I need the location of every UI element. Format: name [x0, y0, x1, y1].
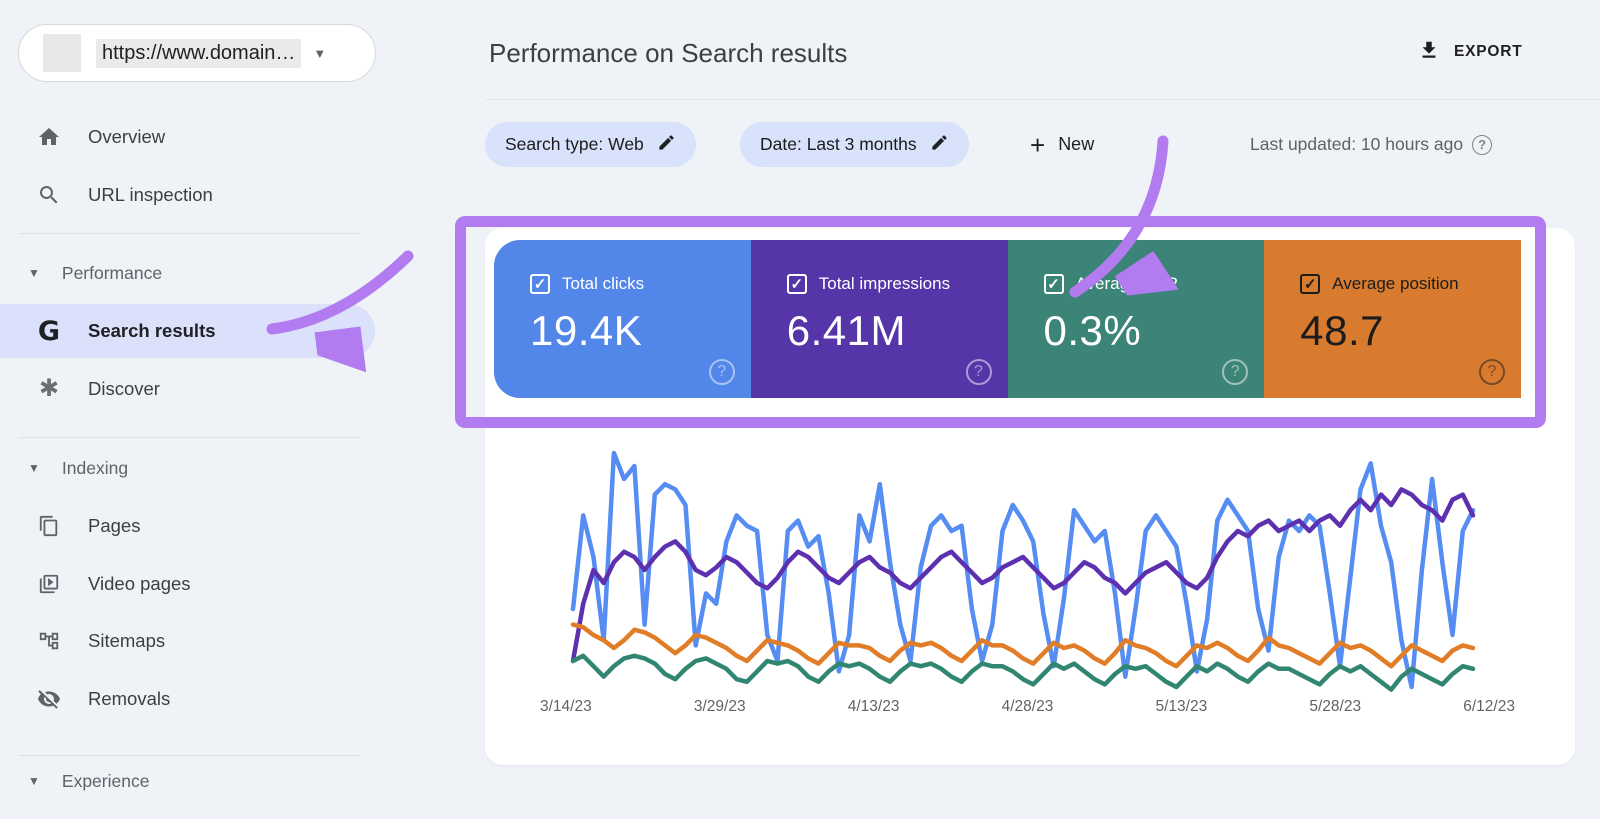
metric-value: 48.7 [1300, 307, 1384, 354]
sidebar-divider [18, 437, 360, 438]
metric-card-total-clicks[interactable]: ✓ Total clicks 19.4K ? [494, 240, 751, 398]
sidebar-item-discover[interactable]: ✱ Discover [38, 375, 160, 402]
google-g-icon: G [37, 315, 61, 347]
series-total-impressions [570, 487, 1476, 664]
help-icon[interactable]: ? [1472, 134, 1493, 155]
plus-icon: + [1030, 129, 1046, 160]
last-updated: Last updated: 10 hours ago ? [1250, 122, 1493, 167]
new-filter-button[interactable]: + New [1030, 129, 1095, 160]
home-icon [37, 125, 61, 149]
metric-card-average-position[interactable]: ✓ Average position 48.7 ? [1264, 240, 1521, 398]
metric-value: 6.41M [786, 307, 906, 354]
sidebar-divider [18, 233, 360, 234]
x-axis-labels: 3/14/23 3/29/23 4/13/23 4/28/23 5/13/23 … [540, 698, 1515, 715]
sidebar-item-sitemaps[interactable]: Sitemaps [0, 619, 380, 663]
chevron-down-icon: ▼ [28, 266, 40, 280]
series-average-position [570, 622, 1476, 669]
property-selector[interactable]: https://www.domain… ▼ [18, 24, 376, 82]
eye-off-icon [37, 687, 61, 711]
video-pages-icon [37, 572, 61, 596]
checkbox-checked-icon[interactable]: ✓ [530, 274, 550, 294]
performance-line-chart [570, 450, 1476, 692]
header-divider [485, 99, 1600, 100]
sidebar-item-video-pages[interactable]: Video pages [0, 562, 380, 606]
search-icon [37, 183, 61, 207]
help-icon[interactable]: ? [708, 359, 735, 385]
filter-chip-date[interactable]: Date: Last 3 months [740, 122, 969, 167]
sitemaps-icon [37, 629, 61, 653]
chevron-down-icon: ▼ [28, 461, 40, 475]
edit-pencil-icon [657, 133, 676, 157]
sidebar-section-indexing[interactable]: ▼ Indexing [28, 457, 129, 478]
metric-value: 0.3% [1043, 307, 1142, 354]
help-icon[interactable]: ? [965, 359, 992, 385]
sidebar-item-search-results[interactable]: G Search results [0, 304, 375, 358]
edit-pencil-icon [930, 133, 949, 157]
metric-strip: ✓ Total clicks 19.4K ? ✓ Total impressio… [494, 240, 1521, 398]
property-url: https://www.domain… [96, 38, 302, 68]
sidebar-item-overview[interactable]: Overview [0, 115, 380, 159]
chevron-down-icon: ▼ [313, 45, 327, 61]
sidebar-item-url-inspection[interactable]: URL inspection [0, 173, 380, 217]
performance-chart-card: ✓ Total clicks 19.4K ? ✓ Total impressio… [485, 228, 1575, 765]
chevron-down-icon: ▼ [28, 774, 40, 788]
sidebar-item-pages[interactable]: Pages [0, 504, 380, 548]
metric-value: 19.4K [530, 307, 643, 354]
metric-card-total-impressions[interactable]: ✓ Total impressions 6.41M ? [750, 240, 1008, 398]
page-title: Performance on Search results [489, 38, 848, 68]
filter-chip-search-type[interactable]: Search type: Web [485, 122, 696, 167]
sidebar-divider [18, 755, 360, 756]
series-average-ctr [570, 653, 1476, 692]
export-button[interactable]: EXPORT [1418, 36, 1578, 68]
metric-card-average-ctr[interactable]: ✓ Average CTR 0.3% ? [1007, 240, 1265, 398]
sidebar-item-removals[interactable]: Removals [0, 677, 380, 721]
discover-asterisk-icon: ✱ [38, 375, 60, 402]
checkbox-checked-icon[interactable]: ✓ [1043, 274, 1064, 294]
help-icon[interactable]: ? [1479, 359, 1505, 385]
help-icon[interactable]: ? [1222, 359, 1249, 385]
sidebar-section-experience[interactable]: ▼ Experience [28, 770, 150, 791]
pages-icon [37, 514, 61, 538]
checkbox-checked-icon[interactable]: ✓ [786, 274, 807, 294]
checkbox-checked-icon[interactable]: ✓ [1300, 274, 1321, 294]
site-favicon [43, 34, 81, 72]
download-icon [1418, 39, 1440, 66]
series-total-clicks [570, 450, 1476, 690]
sidebar-section-performance[interactable]: ▼ Performance [28, 262, 163, 283]
